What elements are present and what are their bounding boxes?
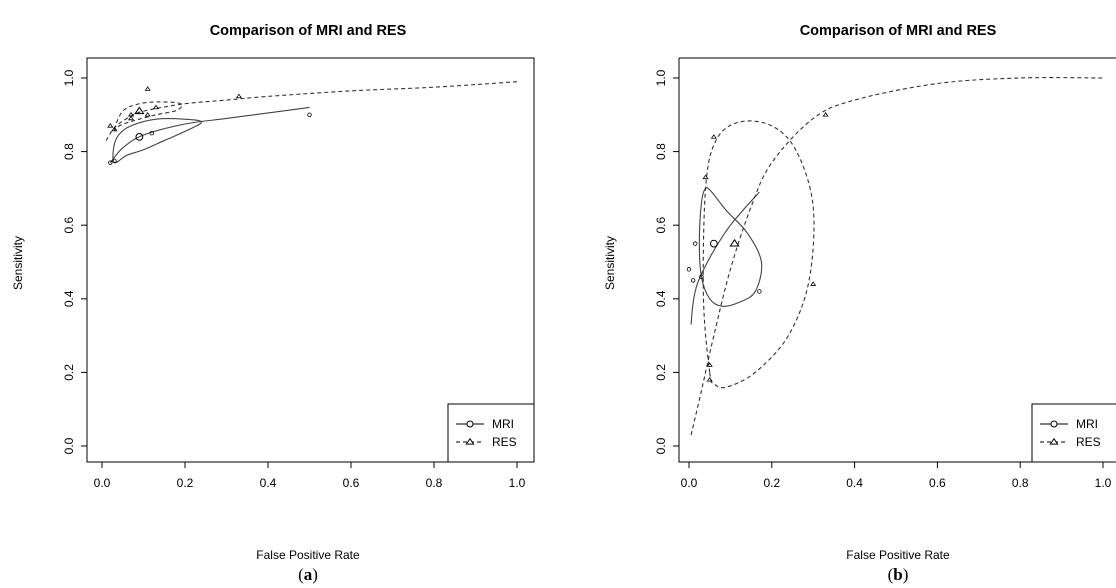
study-point: [706, 376, 713, 382]
y-tick-label: 0.6: [654, 217, 668, 234]
legend: MRI RES: [447, 403, 535, 463]
y-tick-label: 0.2: [654, 364, 668, 381]
y-tick-label: 0.6: [62, 217, 76, 234]
summary-point: [729, 238, 740, 247]
study-point: [152, 104, 160, 110]
study-point: [307, 112, 312, 117]
plot-frame: [678, 57, 1116, 463]
confidence-region-res: [702, 120, 815, 389]
panel-a: Comparison of MRI and RES Sensitivity Fa…: [11, 23, 535, 584]
y-tick-label: 1.0: [654, 69, 668, 86]
summary-point: [134, 106, 145, 115]
series-mri: [686, 187, 763, 325]
x-tick-label: 0.2: [177, 476, 194, 490]
sroc-curve-mri: [690, 191, 760, 325]
y-axis-label: Sensitivity: [603, 236, 617, 290]
x-tick-label: 0.4: [846, 476, 863, 490]
legend-label: RES: [1076, 435, 1101, 449]
study-point: [702, 174, 709, 180]
legend-marker-res: [1049, 437, 1059, 445]
sroc-curve-mri: [109, 106, 310, 163]
x-tick-label: 0.2: [763, 476, 780, 490]
y-tick-label: 0.4: [654, 290, 668, 307]
study-point: [149, 130, 154, 136]
plot-body: [105, 81, 518, 165]
y-tick-label: 0.4: [62, 290, 76, 307]
y-axis: 0.0 0.2 0.4 0.6 0.8 1.0: [654, 69, 680, 454]
x-tick-label: 0.6: [929, 476, 946, 490]
x-tick-label: 1.0: [509, 476, 526, 490]
plot-body: [686, 77, 1104, 436]
y-tick-label: 0.0: [654, 437, 668, 454]
y-axis: 0.0 0.2 0.4 0.6 0.8 1.0: [62, 69, 88, 454]
study-point: [690, 278, 696, 283]
confidence-region-mri: [698, 187, 763, 307]
y-tick-label: 0.8: [654, 143, 668, 160]
panel-caption-a: (a): [298, 565, 318, 584]
confidence-region-res: [113, 101, 183, 131]
x-axis-label: False Positive Rate: [846, 548, 950, 562]
x-tick-label: 0.0: [94, 476, 111, 490]
x-tick-label: 0.8: [426, 476, 443, 490]
study-point: [699, 274, 704, 279]
plot-frame: [86, 57, 535, 463]
legend-label: RES: [492, 435, 517, 449]
legend-label: MRI: [1076, 417, 1098, 431]
x-axis: 0.0 0.2 0.4 0.6 0.8 1.0: [681, 461, 1112, 490]
series-res: [690, 77, 1104, 436]
x-tick-label: 0.8: [1012, 476, 1029, 490]
x-axis: 0.0 0.2 0.4 0.6 0.8 1.0: [94, 461, 526, 490]
y-tick-label: 1.0: [62, 69, 76, 86]
study-point: [112, 158, 117, 163]
sroc-curve-res: [105, 81, 518, 141]
y-tick-label: 0.0: [62, 437, 76, 454]
study-point: [710, 134, 717, 139]
study-point: [111, 126, 118, 132]
legend-box: [1031, 403, 1116, 463]
study-point: [810, 281, 817, 286]
study-point: [693, 241, 698, 246]
study-point: [144, 86, 151, 91]
legend: MRI RES: [1031, 403, 1116, 463]
study-point: [706, 362, 713, 367]
legend-label: MRI: [492, 417, 514, 431]
y-axis-label: Sensitivity: [11, 236, 25, 290]
series-mri: [108, 106, 312, 165]
chart-title: Comparison of MRI and RES: [800, 23, 997, 39]
study-point: [686, 267, 692, 272]
summary-point: [135, 132, 144, 141]
study-point: [822, 112, 829, 117]
x-tick-label: 0.6: [343, 476, 360, 490]
study-point: [127, 115, 135, 121]
x-tick-label: 0.0: [681, 476, 698, 490]
study-point: [757, 289, 762, 294]
study-point: [235, 93, 243, 99]
legend-marker-mri: [1050, 420, 1058, 428]
sroc-curve-res: [690, 77, 1104, 436]
y-tick-label: 0.2: [62, 364, 76, 381]
legend-marker-res: [465, 437, 475, 445]
study-point: [144, 112, 151, 117]
series-res: [105, 81, 518, 141]
x-tick-label: 1.0: [1095, 476, 1112, 490]
x-axis-label: False Positive Rate: [256, 548, 360, 562]
y-tick-label: 0.8: [62, 143, 76, 160]
x-tick-label: 0.4: [260, 476, 277, 490]
panel-caption-b: (b): [888, 565, 909, 584]
legend-marker-mri: [466, 420, 474, 428]
study-point: [108, 160, 113, 165]
confidence-region-mri: [112, 118, 203, 164]
study-point: [107, 123, 114, 128]
chart-title: Comparison of MRI and RES: [210, 23, 407, 39]
legend-box: [447, 403, 535, 463]
summary-point: [709, 239, 718, 248]
panel-b: Comparison of MRI and RES Sensitivity Fa…: [603, 23, 1116, 584]
